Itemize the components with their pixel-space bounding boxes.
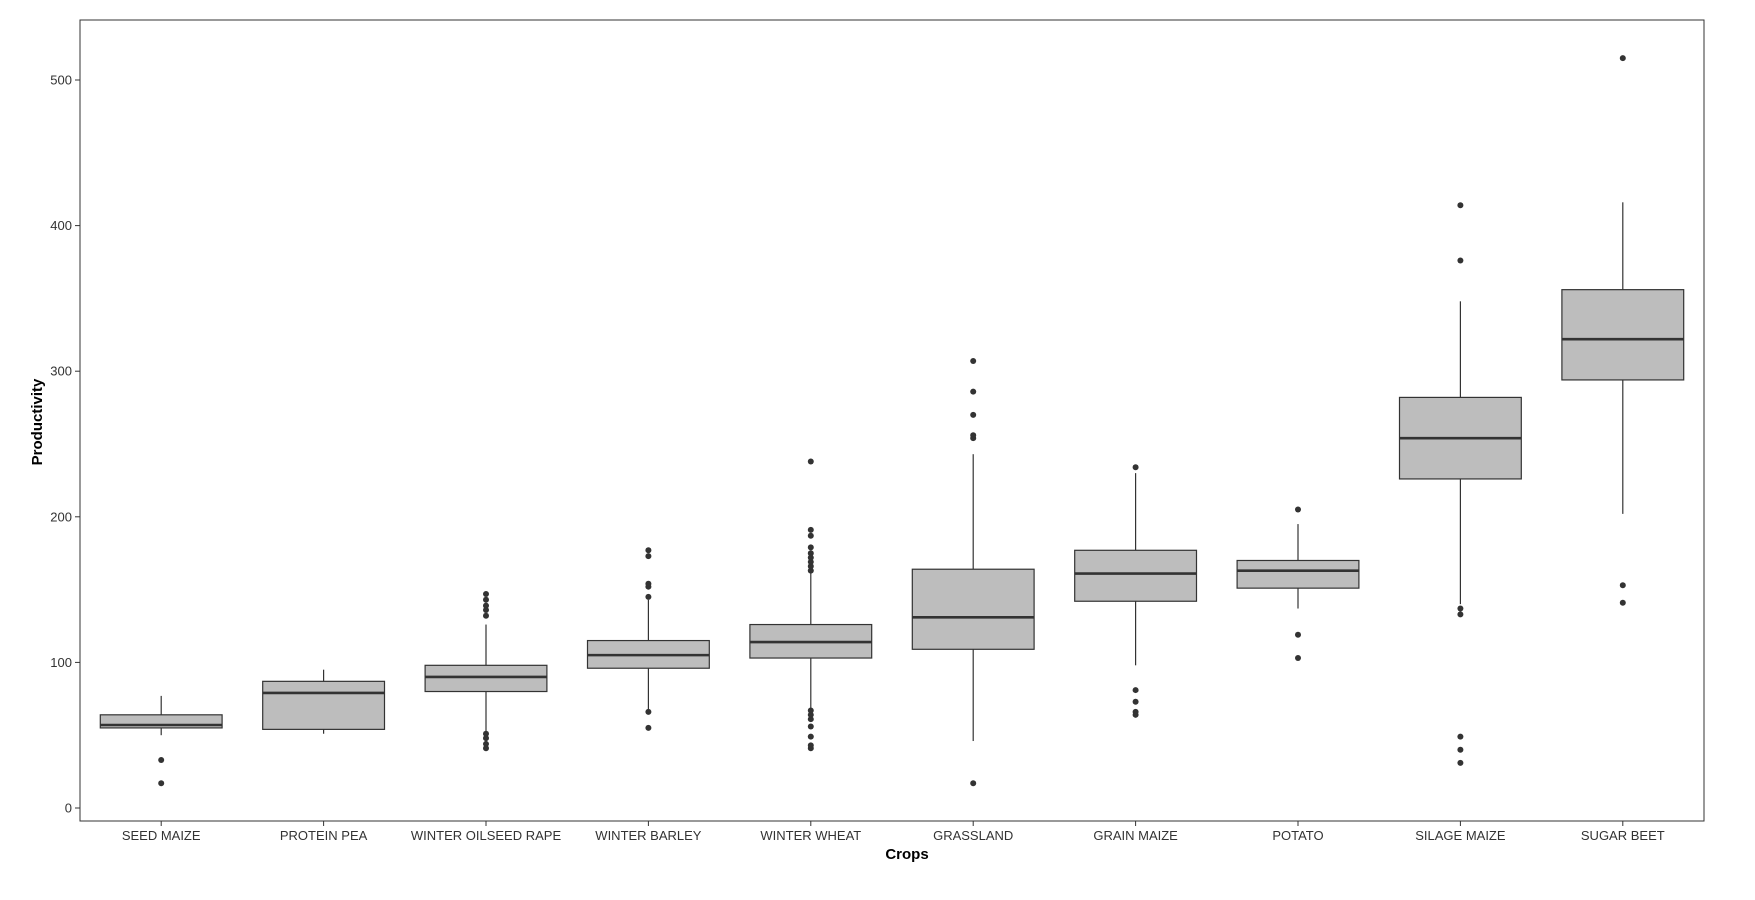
outlier-point bbox=[807, 532, 814, 539]
outlier-point bbox=[807, 733, 814, 740]
outlier-point bbox=[970, 411, 977, 418]
x-tick-label: POTATO bbox=[1272, 828, 1323, 843]
outlier-point bbox=[483, 590, 489, 597]
outlier-point bbox=[970, 432, 977, 439]
outlier-point bbox=[970, 388, 977, 395]
outlier-point bbox=[645, 580, 652, 587]
outlier-point bbox=[483, 602, 489, 609]
outlier-point bbox=[807, 707, 814, 714]
outlier-point bbox=[807, 567, 814, 574]
x-tick-label: SILAGE MAIZE bbox=[1415, 828, 1506, 843]
x-tick-label: SEED MAIZE bbox=[122, 828, 201, 843]
outlier-point bbox=[1295, 506, 1301, 513]
box-iqr bbox=[1074, 549, 1198, 602]
box-group bbox=[1398, 202, 1522, 766]
outlier-point bbox=[1457, 202, 1464, 209]
outlier-point bbox=[1457, 611, 1464, 618]
y-tick-label: 200 bbox=[50, 509, 72, 524]
outlier-point bbox=[807, 716, 814, 723]
outlier-point bbox=[1457, 257, 1464, 264]
y-tick-label: 0 bbox=[65, 801, 72, 816]
box-group bbox=[99, 695, 223, 787]
box-group bbox=[749, 458, 873, 752]
outlier-point bbox=[1295, 655, 1301, 662]
box-iqr bbox=[262, 680, 386, 730]
outlier-point bbox=[645, 593, 652, 600]
x-tick-label: GRASSLAND bbox=[933, 828, 1013, 843]
y-tick-label: 500 bbox=[50, 73, 72, 88]
x-tick-label: SUGAR BEET bbox=[1581, 828, 1665, 843]
outlier-point bbox=[645, 553, 652, 560]
box-group bbox=[424, 590, 548, 752]
outlier-point bbox=[807, 526, 814, 533]
outlier-point bbox=[807, 550, 814, 557]
box-group bbox=[262, 669, 386, 734]
y-axis: 0 100 200 300 400 500 bbox=[50, 73, 80, 816]
outlier-point bbox=[807, 742, 814, 749]
outlier-point bbox=[483, 606, 489, 613]
outlier-point bbox=[483, 596, 489, 603]
outlier-point bbox=[483, 735, 489, 742]
x-tick-label: WINTER OILSEED RAPE bbox=[411, 828, 562, 843]
outlier-point bbox=[158, 756, 165, 763]
outlier-point bbox=[970, 780, 977, 787]
box-iqr bbox=[1236, 559, 1360, 589]
y-tick-label: 100 bbox=[50, 655, 72, 670]
outlier-point bbox=[807, 711, 814, 718]
outlier-point bbox=[645, 547, 652, 554]
outlier-point bbox=[1132, 464, 1139, 471]
outlier-point bbox=[1619, 582, 1626, 589]
outlier-point bbox=[807, 558, 814, 565]
outlier-point bbox=[483, 730, 489, 737]
outlier-point bbox=[1132, 698, 1139, 705]
x-tick-label: WINTER WHEAT bbox=[760, 828, 861, 843]
outlier-point bbox=[1457, 759, 1464, 766]
y-tick-label: 400 bbox=[50, 218, 72, 233]
x-tick-label: GRAIN MAIZE bbox=[1093, 828, 1178, 843]
boxes-layer bbox=[99, 55, 1685, 787]
y-axis-title: Productivity bbox=[29, 378, 46, 465]
box-iqr bbox=[424, 664, 548, 693]
outlier-point bbox=[1457, 605, 1464, 612]
outlier-point bbox=[1619, 599, 1626, 606]
outlier-point bbox=[807, 563, 814, 570]
outlier-point bbox=[807, 554, 814, 561]
outlier-point bbox=[970, 358, 977, 365]
x-axis: SEED MAIZE PROTEIN PEA WINTER OILSEED RAPE… bbox=[122, 821, 1665, 843]
y-tick-label: 300 bbox=[50, 364, 72, 379]
outlier-point bbox=[645, 708, 652, 715]
outlier-point bbox=[645, 724, 652, 731]
box-group bbox=[911, 358, 1035, 787]
box-iqr bbox=[911, 568, 1035, 650]
outlier-point bbox=[483, 740, 489, 747]
outlier-point bbox=[1132, 687, 1139, 694]
outlier-point bbox=[483, 612, 489, 619]
box-group bbox=[1236, 506, 1360, 662]
x-tick-label: PROTEIN PEA bbox=[280, 828, 368, 843]
outlier-point bbox=[807, 544, 814, 551]
box-group bbox=[1561, 55, 1685, 606]
box-group bbox=[586, 547, 710, 731]
outlier-point bbox=[1457, 733, 1464, 740]
box-group bbox=[1074, 464, 1198, 718]
outlier-point bbox=[1457, 746, 1464, 753]
outlier-point bbox=[807, 458, 814, 465]
outlier-point bbox=[483, 745, 489, 752]
outlier-point bbox=[1619, 55, 1626, 62]
outlier-point bbox=[1132, 708, 1139, 715]
x-tick-label: WINTER BARLEY bbox=[595, 828, 702, 843]
outlier-point bbox=[807, 723, 814, 730]
x-axis-title: Crops bbox=[885, 846, 928, 863]
outlier-point bbox=[1295, 631, 1301, 638]
box-iqr bbox=[1561, 289, 1685, 381]
outlier-point bbox=[158, 780, 165, 787]
